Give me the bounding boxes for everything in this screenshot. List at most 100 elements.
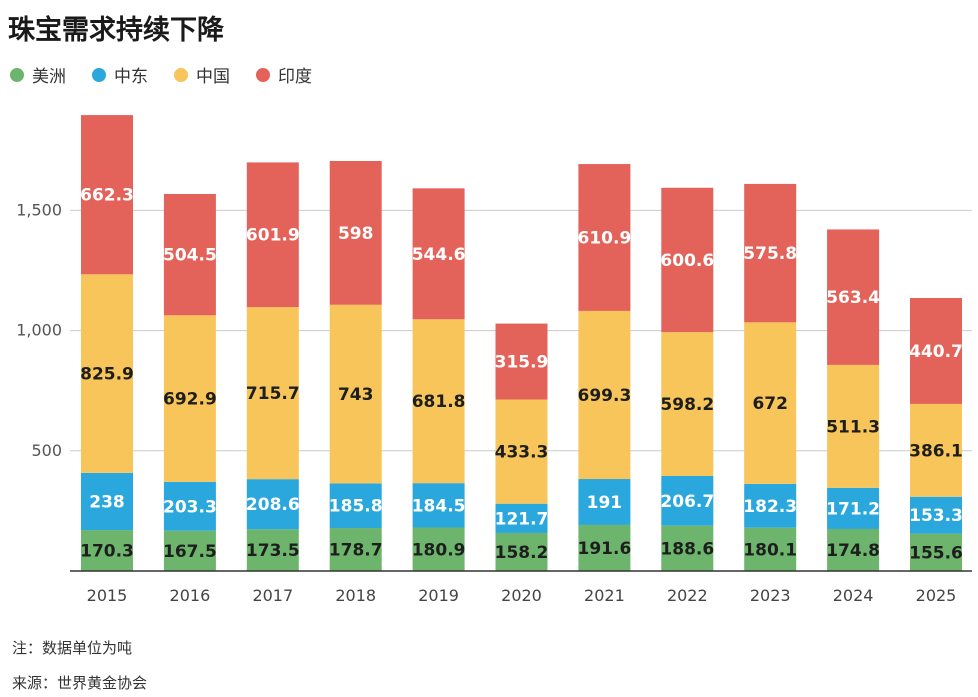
x-tick-label: 2025 (916, 586, 957, 605)
bar-segment (744, 322, 797, 484)
bar-segment (163, 315, 216, 482)
data-label: 610.9 (578, 228, 632, 248)
data-label: 171.2 (826, 499, 880, 519)
legend-label: 美洲 (32, 67, 66, 87)
data-label: 699.3 (578, 386, 632, 406)
data-label: 208.6 (246, 495, 300, 515)
bar-segment (827, 487, 880, 529)
bar-segment (827, 528, 880, 571)
data-label: 185.8 (329, 497, 383, 517)
legend-label: 印度 (278, 67, 312, 87)
data-label: 155.6 (909, 543, 963, 563)
bar-segment (661, 475, 714, 526)
data-label: 167.5 (163, 542, 217, 562)
data-label: 825.9 (80, 365, 134, 385)
bar-segment (910, 403, 962, 497)
data-label: 601.9 (246, 226, 300, 246)
bar-segment (578, 164, 631, 311)
data-label: 544.6 (412, 245, 466, 265)
x-tick-label: 2023 (750, 586, 791, 605)
bar-segment (910, 297, 962, 404)
bar-segment (744, 183, 797, 323)
data-label: 563.4 (826, 288, 880, 308)
legend-item-middle-east: 中东 (92, 62, 148, 87)
legend-item-china: 中国 (174, 62, 230, 87)
bar-segment (163, 481, 216, 531)
bar-segment (744, 483, 797, 528)
data-label: 672 (752, 394, 788, 414)
bar-segment (661, 332, 714, 476)
data-label: 170.3 (80, 542, 134, 562)
data-label: 681.8 (412, 392, 466, 412)
bar-segment (329, 304, 382, 484)
data-label: 315.9 (495, 353, 549, 373)
bar-segment (329, 528, 382, 571)
bar-segment (578, 479, 631, 525)
data-label: 182.3 (743, 497, 797, 517)
data-label: 180.9 (412, 540, 466, 560)
bar-segment (578, 310, 631, 480)
bar-segment (246, 479, 299, 530)
data-label: 692.9 (163, 390, 217, 410)
bar-segment (412, 188, 465, 320)
x-tick-label: 2024 (833, 586, 874, 605)
x-tick-label: 2019 (418, 586, 459, 605)
x-tick-label: 2016 (170, 586, 211, 605)
data-label: 191 (587, 493, 623, 513)
bar-segment (578, 524, 631, 571)
y-tick-label: 1,000 (16, 321, 62, 340)
x-tick-label: 2021 (584, 586, 625, 605)
data-label: 575.8 (743, 244, 797, 264)
data-label: 715.7 (246, 384, 300, 404)
legend-item-india: 印度 (256, 62, 312, 87)
data-label: 180.1 (743, 540, 797, 560)
bar-segment (246, 162, 299, 308)
data-label: 600.6 (660, 251, 714, 271)
legend-swatch (10, 67, 24, 82)
bar-segment (910, 496, 962, 534)
x-tick-label: 2022 (667, 586, 708, 605)
data-label: 184.5 (412, 496, 466, 516)
x-tick-label: 2015 (87, 586, 128, 605)
bar-segment (246, 529, 299, 571)
bar-segment (495, 399, 548, 504)
data-label: 386.1 (909, 441, 963, 461)
data-label: 173.5 (246, 541, 300, 561)
legend-swatch (92, 67, 106, 82)
bar-segment (412, 319, 465, 484)
bar-segment (329, 160, 382, 305)
data-label: 206.7 (660, 492, 714, 512)
legend-item-americas: 美洲 (10, 62, 66, 87)
bar-segment (81, 472, 133, 531)
data-label: 238 (89, 492, 125, 512)
x-tick-label: 2020 (501, 586, 542, 605)
bar-segment (163, 530, 216, 571)
bar-segment (827, 364, 880, 488)
data-label: 158.2 (495, 543, 549, 563)
bar-segment (163, 194, 216, 316)
bar-segment (744, 527, 797, 571)
bar-segment (246, 307, 299, 480)
bar-segment (827, 229, 880, 365)
data-label: 121.7 (495, 509, 549, 529)
bar-segment (495, 503, 548, 533)
bar-segment (81, 115, 133, 275)
bar-segment (81, 274, 133, 473)
data-label: 203.3 (163, 497, 217, 517)
data-label: 174.8 (826, 541, 880, 561)
data-label: 191.6 (578, 539, 632, 559)
bar-segment (81, 530, 133, 571)
unit-note: 注：数据单位为吨 (12, 639, 133, 657)
legend: 美洲 中东 中国 印度 (10, 62, 312, 87)
x-tick-label: 2017 (252, 586, 293, 605)
y-tick-label: 500 (31, 441, 62, 460)
x-tick-label: 2018 (335, 586, 376, 605)
data-label: 598.2 (660, 395, 714, 415)
data-label: 440.7 (909, 342, 963, 362)
legend-label: 中东 (114, 67, 148, 87)
data-label: 662.3 (80, 186, 134, 206)
legend-label: 中国 (196, 67, 230, 87)
data-label: 743 (338, 385, 374, 405)
legend-swatch (256, 67, 270, 82)
y-tick-label: 1,500 (16, 200, 62, 219)
